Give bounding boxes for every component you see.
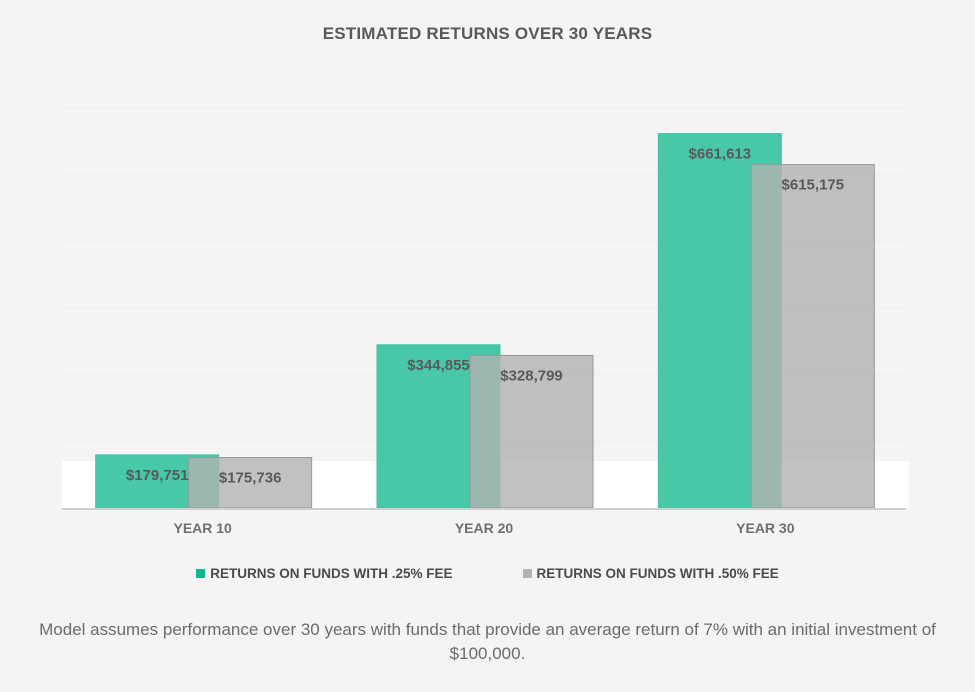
data-label: $344,855 — [407, 357, 470, 374]
chart-title: ESTIMATED RETURNS OVER 30 YEARS — [322, 24, 653, 43]
data-label: $615,175 — [782, 177, 845, 194]
legend-label-50-fee: RETURNS ON FUNDS WITH .50% FEE — [536, 566, 779, 581]
legend-item-25-fee: RETURNS ON FUNDS WITH .25% FEE — [196, 566, 453, 581]
data-label: $179,751 — [126, 467, 189, 484]
x-tick-label: YEAR 30 — [736, 520, 795, 536]
footnote: Model assumes performance over 30 years … — [39, 620, 936, 663]
x-tick-label: YEAR 10 — [173, 520, 232, 536]
legend-item-50-fee: RETURNS ON FUNDS WITH .50% FEE — [522, 566, 779, 581]
data-label: $328,799 — [500, 367, 563, 384]
data-labels: $179,751 $175,736 $344,855 $328,799 $661,613… — [126, 146, 844, 487]
legend-label-25-fee: RETURNS ON FUNDS WITH .25% FEE — [210, 566, 453, 581]
bars — [95, 133, 875, 509]
legend-swatch-50-fee — [522, 569, 532, 578]
data-label: $661,613 — [689, 146, 752, 163]
bar-50-fee-year-30 — [750, 164, 875, 509]
x-tick-label: YEAR 20 — [455, 520, 514, 536]
data-label: $175,736 — [219, 470, 282, 487]
legend: RETURNS ON FUNDS WITH .25% FEE RETURNS O… — [0, 566, 975, 581]
bar-chart: $179,751 $175,736 $344,855 $328,799 $661,613… — [62, 133, 909, 536]
legend-swatch-25-fee — [196, 569, 206, 578]
x-tick-labels: YEAR 10 YEAR 20 YEAR 30 — [173, 520, 794, 536]
